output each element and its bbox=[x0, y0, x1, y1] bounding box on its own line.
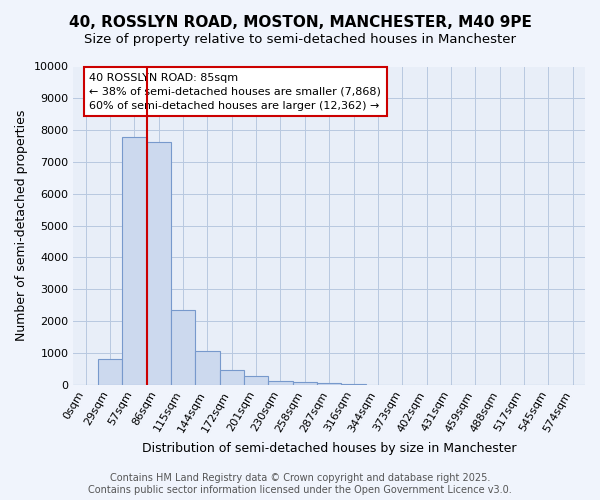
Bar bbox=[244, 376, 268, 384]
Bar bbox=[268, 381, 293, 384]
Bar bbox=[146, 142, 171, 384]
Text: Contains HM Land Registry data © Crown copyright and database right 2025.
Contai: Contains HM Land Registry data © Crown c… bbox=[88, 474, 512, 495]
Text: 40, ROSSLYN ROAD, MOSTON, MANCHESTER, M40 9PE: 40, ROSSLYN ROAD, MOSTON, MANCHESTER, M4… bbox=[68, 15, 532, 30]
Bar bbox=[122, 136, 146, 384]
Text: 40 ROSSLYN ROAD: 85sqm
← 38% of semi-detached houses are smaller (7,868)
60% of : 40 ROSSLYN ROAD: 85sqm ← 38% of semi-det… bbox=[89, 73, 381, 111]
Bar bbox=[98, 358, 122, 384]
Bar bbox=[171, 310, 195, 384]
Bar bbox=[220, 370, 244, 384]
Text: Size of property relative to semi-detached houses in Manchester: Size of property relative to semi-detach… bbox=[84, 32, 516, 46]
Bar bbox=[195, 352, 220, 384]
X-axis label: Distribution of semi-detached houses by size in Manchester: Distribution of semi-detached houses by … bbox=[142, 442, 517, 455]
Bar bbox=[317, 383, 341, 384]
Y-axis label: Number of semi-detached properties: Number of semi-detached properties bbox=[15, 110, 28, 342]
Bar bbox=[293, 382, 317, 384]
